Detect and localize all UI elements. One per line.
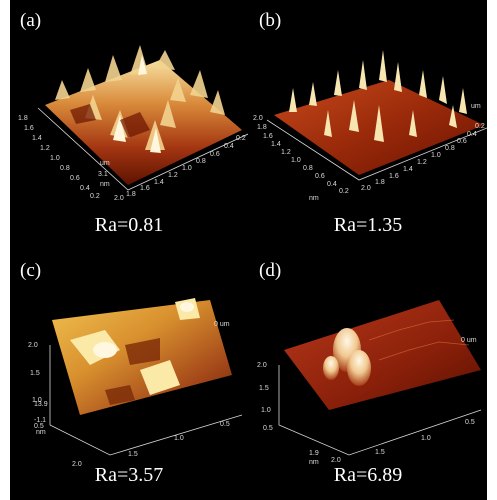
svg-text:0.4: 0.4 bbox=[327, 181, 337, 188]
svg-text:1.6: 1.6 bbox=[263, 133, 273, 140]
svg-text:1.0: 1.0 bbox=[421, 435, 431, 442]
svg-text:0.6: 0.6 bbox=[210, 151, 220, 158]
svg-text:0.6: 0.6 bbox=[457, 138, 467, 145]
axes-frame bbox=[37, 107, 248, 191]
svg-text:1.0: 1.0 bbox=[174, 435, 184, 442]
svg-text:1.8: 1.8 bbox=[126, 191, 136, 198]
svg-text:0.8: 0.8 bbox=[196, 158, 206, 165]
axes-frame bbox=[266, 119, 487, 181]
svg-text:2.0: 2.0 bbox=[114, 195, 124, 202]
svg-text:1.5: 1.5 bbox=[375, 449, 385, 456]
tick-labels: 2.0 1.8 1.6 1.4 1.2 1.0 0.8 0.6 0.4 0.2 … bbox=[253, 103, 485, 202]
afm-surface-c: 2.0 1.5 1.0 0.5 2.0 1.5 1.0 0.5 0 um 13.… bbox=[28, 298, 243, 468]
svg-text:1.0: 1.0 bbox=[261, 407, 271, 414]
svg-text:0.5: 0.5 bbox=[220, 421, 230, 428]
surface-spikes bbox=[289, 50, 467, 142]
panel-c: 2.0 1.5 1.0 0.5 2.0 1.5 1.0 0.5 0 um 13.… bbox=[10, 250, 248, 500]
svg-text:0.2: 0.2 bbox=[90, 193, 100, 200]
svg-text:1.8: 1.8 bbox=[257, 124, 267, 131]
svg-text:1.4: 1.4 bbox=[32, 135, 42, 142]
svg-text:0.8: 0.8 bbox=[303, 165, 313, 172]
svg-text:0.5: 0.5 bbox=[263, 425, 273, 432]
roughness-label: Ra=6.89 bbox=[333, 464, 403, 486]
svg-text:um: um bbox=[100, 160, 110, 167]
svg-text:1.4: 1.4 bbox=[271, 141, 281, 148]
svg-text:nm: nm bbox=[100, 181, 110, 188]
svg-text:1.2: 1.2 bbox=[40, 145, 50, 152]
panel-label: (d) bbox=[259, 260, 282, 281]
svg-text:um: um bbox=[471, 103, 481, 110]
roughness-label: Ra=3.57 bbox=[94, 464, 164, 486]
svg-text:0.8: 0.8 bbox=[60, 165, 70, 172]
svg-text:-1.1: -1.1 bbox=[34, 417, 46, 424]
svg-text:0.4: 0.4 bbox=[80, 185, 90, 192]
svg-text:1.2: 1.2 bbox=[168, 172, 178, 179]
svg-text:2.0: 2.0 bbox=[72, 461, 82, 468]
svg-text:3.1: 3.1 bbox=[98, 171, 108, 178]
svg-text:1.4: 1.4 bbox=[154, 179, 164, 186]
svg-text:1.2: 1.2 bbox=[281, 149, 291, 156]
surface-highlights bbox=[93, 302, 194, 358]
svg-text:0.6: 0.6 bbox=[70, 175, 80, 182]
svg-text:0.5: 0.5 bbox=[34, 423, 44, 430]
afm-surface-b: 2.0 1.8 1.6 1.4 1.2 1.0 0.8 0.6 0.4 0.2 … bbox=[253, 50, 487, 202]
panel-a: 1.8 1.6 1.4 1.2 1.0 0.8 0.6 0.4 0.2 2.0 … bbox=[10, 0, 248, 250]
svg-text:2.0: 2.0 bbox=[28, 342, 38, 349]
svg-text:2.0: 2.0 bbox=[361, 185, 371, 192]
svg-text:0.6: 0.6 bbox=[315, 173, 325, 180]
svg-text:1.6: 1.6 bbox=[24, 125, 34, 132]
roughness-label: Ra=1.35 bbox=[333, 214, 403, 236]
afm-surface-d: 2.0 1.5 1.0 0.5 2.0 1.5 1.0 0.5 0 um 1.9… bbox=[257, 300, 482, 466]
svg-text:1.5: 1.5 bbox=[259, 385, 269, 392]
svg-text:1.0: 1.0 bbox=[431, 152, 441, 159]
axes-frame bbox=[49, 345, 243, 456]
surface-plane bbox=[284, 300, 481, 410]
svg-text:1.4: 1.4 bbox=[403, 166, 413, 173]
panel-label: (c) bbox=[20, 260, 42, 281]
svg-text:nm: nm bbox=[309, 195, 319, 202]
panel-label: (a) bbox=[20, 10, 42, 31]
panel-b: 2.0 1.8 1.6 1.4 1.2 1.0 0.8 0.6 0.4 0.2 … bbox=[249, 0, 487, 250]
svg-text:2.0: 2.0 bbox=[257, 362, 267, 369]
svg-text:1.8: 1.8 bbox=[18, 115, 28, 122]
svg-text:2.0: 2.0 bbox=[331, 457, 341, 464]
afm-surface-a: 1.8 1.6 1.4 1.2 1.0 0.8 0.6 0.4 0.2 2.0 … bbox=[18, 45, 248, 202]
svg-text:1.0: 1.0 bbox=[32, 397, 42, 404]
svg-text:1.6: 1.6 bbox=[140, 185, 150, 192]
axes-frame bbox=[278, 365, 482, 456]
svg-text:1.6: 1.6 bbox=[389, 173, 399, 180]
svg-text:1.0: 1.0 bbox=[50, 155, 60, 162]
svg-text:1.0: 1.0 bbox=[182, 165, 192, 172]
svg-text:1.0: 1.0 bbox=[291, 157, 301, 164]
svg-text:1.9: 1.9 bbox=[309, 450, 319, 457]
panel-label: (b) bbox=[259, 10, 282, 31]
svg-text:0.2: 0.2 bbox=[339, 188, 349, 195]
svg-text:0.4: 0.4 bbox=[467, 131, 477, 138]
svg-text:2.0: 2.0 bbox=[253, 115, 263, 122]
svg-text:0.4: 0.4 bbox=[224, 143, 234, 150]
svg-text:1.5: 1.5 bbox=[30, 370, 40, 377]
tick-labels: 2.0 1.5 1.0 0.5 2.0 1.5 1.0 0.5 0 um 1.9… bbox=[257, 337, 477, 466]
svg-text:nm: nm bbox=[36, 429, 46, 436]
svg-text:nm: nm bbox=[309, 459, 319, 466]
tick-labels: 1.8 1.6 1.4 1.2 1.0 0.8 0.6 0.4 0.2 2.0 … bbox=[18, 115, 246, 202]
svg-text:0.2: 0.2 bbox=[236, 135, 246, 142]
roughness-label: Ra=0.81 bbox=[94, 214, 164, 236]
afm-figure: 1.8 1.6 1.4 1.2 1.0 0.8 0.6 0.4 0.2 2.0 … bbox=[10, 0, 487, 500]
svg-text:0 um: 0 um bbox=[461, 337, 477, 344]
surface-highlights bbox=[113, 55, 161, 153]
tick-labels: 2.0 1.5 1.0 0.5 2.0 1.5 1.0 0.5 0 um 13.… bbox=[28, 321, 230, 468]
svg-text:1.5: 1.5 bbox=[128, 451, 138, 458]
surface-peaks bbox=[323, 328, 371, 386]
svg-text:1.8: 1.8 bbox=[375, 179, 385, 186]
svg-text:0.2: 0.2 bbox=[475, 123, 485, 130]
svg-text:13.9: 13.9 bbox=[34, 401, 48, 408]
svg-text:0.8: 0.8 bbox=[445, 145, 455, 152]
panel-d: 2.0 1.5 1.0 0.5 2.0 1.5 1.0 0.5 0 um 1.9… bbox=[249, 250, 487, 500]
svg-text:0.5: 0.5 bbox=[465, 419, 475, 426]
svg-text:1.2: 1.2 bbox=[417, 159, 427, 166]
svg-text:0 um: 0 um bbox=[214, 321, 230, 328]
